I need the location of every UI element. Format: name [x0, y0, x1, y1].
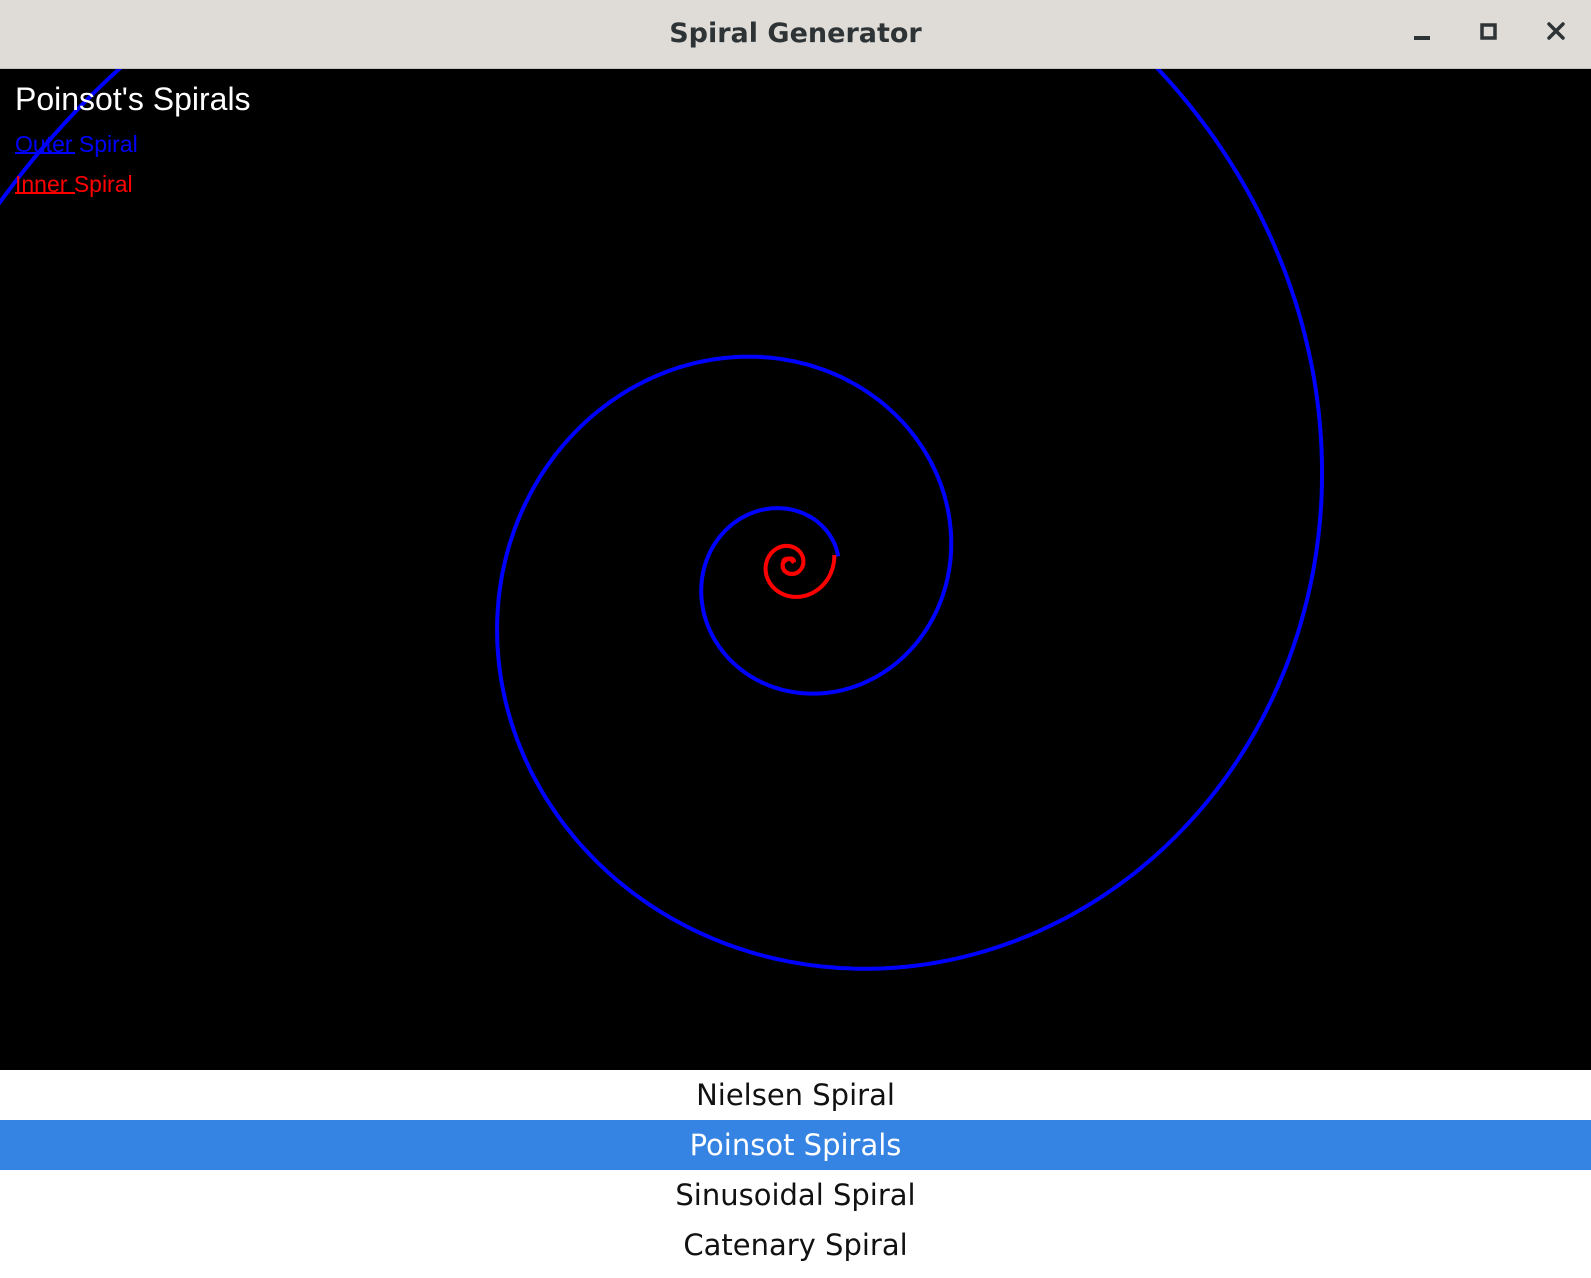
legend-inner-spiral: Inner Spiral — [15, 169, 251, 199]
legend-line-inner — [15, 192, 75, 194]
legend-outer-spiral: Outer Spiral — [15, 129, 251, 159]
close-icon — [1537, 14, 1577, 54]
list-item[interactable]: Sinusoidal Spiral — [675, 1178, 916, 1212]
inner-spiral-curve — [763, 543, 837, 599]
canvas-overlay: Poinsot's Spirals Outer Spiral Inner Spi… — [15, 79, 251, 199]
legend-label-inner: Inner Spiral — [15, 171, 133, 197]
spiral-plot — [0, 69, 1324, 971]
close-button[interactable] — [1537, 14, 1577, 54]
minimize-icon — [1402, 14, 1442, 54]
legend-label-outer: Outer Spiral — [15, 131, 138, 157]
spiral-canvas: Poinsot's Spirals Outer Spiral Inner Spi… — [0, 69, 1591, 1070]
title-bar: Spiral Generator — [0, 0, 1591, 69]
list-item[interactable] — [0, 1270, 1591, 1278]
window-title: Spiral Generator — [669, 18, 922, 49]
maximize-icon — [1469, 14, 1509, 54]
canvas-title: Poinsot's Spirals — [15, 81, 251, 117]
list-item[interactable]: Catenary Spiral — [683, 1228, 908, 1262]
list-item[interactable]: Poinsot Spirals — [0, 1120, 1591, 1170]
minimize-button[interactable] — [1402, 14, 1442, 54]
spiral-type-list[interactable]: Nielsen Spiral Poinsot Spirals Sinusoidal … — [0, 1070, 1591, 1278]
maximize-button[interactable] — [1469, 14, 1509, 54]
list-item[interactable]: Nielsen Spiral — [696, 1078, 895, 1112]
legend-line-outer — [15, 152, 75, 154]
outer-spiral-curve — [0, 69, 1324, 971]
